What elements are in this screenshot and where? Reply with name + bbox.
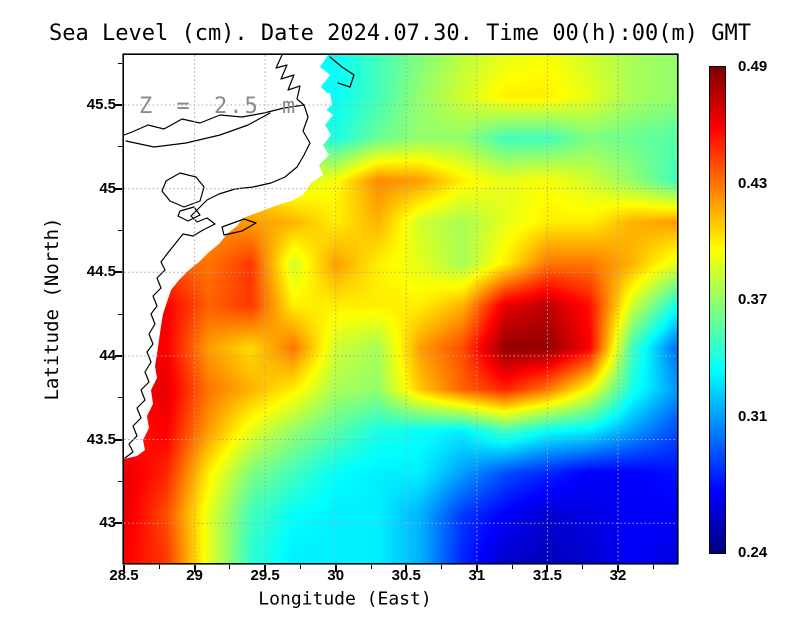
- x-tick: [193, 565, 196, 572]
- colorbar: [710, 67, 725, 553]
- coastline-delta-south: [124, 104, 311, 459]
- x-tick-label: 29: [186, 567, 203, 584]
- x-tick: [123, 565, 125, 572]
- coastline-north: [124, 55, 305, 136]
- plot-area: [124, 55, 677, 563]
- map-overlay: [124, 55, 677, 563]
- y-tick-label: 43: [99, 514, 116, 532]
- y-minor-tick: [118, 480, 122, 482]
- nodata-patch: [293, 93, 332, 115]
- chart-title: Sea Level (cm). Date 2024.07.30. Time 00…: [49, 21, 751, 46]
- colorbar-tick-label: 0.24: [738, 544, 768, 561]
- x-tick-label: 32: [609, 567, 627, 584]
- x-minor-tick: [229, 565, 231, 569]
- x-tick: [405, 565, 408, 572]
- graticule: [124, 55, 677, 563]
- y-tick: [115, 271, 122, 274]
- x-tick-label: 30.5: [391, 567, 421, 584]
- land-mask: [124, 55, 333, 459]
- x-tick-label: 31: [468, 567, 486, 584]
- x-minor-tick: [582, 565, 584, 569]
- y-tick: [115, 522, 122, 525]
- y-tick-label: 43.5: [86, 430, 116, 448]
- lagoon-spit-outline: [221, 218, 257, 236]
- x-tick-label: 30: [327, 567, 345, 584]
- y-tick: [115, 104, 122, 106]
- x-minor-tick: [511, 565, 513, 569]
- x-tick: [264, 565, 267, 572]
- colorbar-tick-label: 0.31: [738, 407, 768, 425]
- coastline-ne-fragment: [329, 56, 355, 88]
- y-minor-tick: [118, 229, 122, 231]
- x-minor-tick: [370, 565, 372, 569]
- x-tick: [334, 565, 337, 572]
- x-axis-label: Longitude (East): [258, 588, 432, 610]
- x-tick: [475, 565, 478, 572]
- y-tick-label: 44: [99, 346, 116, 364]
- x-minor-tick: [158, 565, 160, 569]
- depth-annotation: Z = 2.5 m: [139, 94, 298, 119]
- colorbar-tick-label: 0.49: [738, 58, 768, 75]
- x-tick-label: 31.5: [532, 567, 563, 584]
- y-tick-label: 44.5: [86, 263, 116, 281]
- y-tick: [115, 354, 122, 357]
- x-tick-label: 28.5: [109, 567, 139, 584]
- y-tick-label: 45: [99, 179, 116, 197]
- y-minor-tick: [118, 146, 122, 148]
- lake-outline-razim: [161, 172, 205, 208]
- y-minor-tick: [118, 62, 122, 64]
- lake-outline-small: [177, 206, 201, 222]
- colorbar-tick-label: 0.37: [738, 291, 768, 309]
- y-tick: [115, 438, 122, 441]
- y-tick-label: 45.5: [86, 96, 116, 113]
- colorbar-tick-label: 0.43: [738, 174, 768, 192]
- y-axis-label: Latitude (North): [41, 217, 63, 401]
- x-tick-label: 29.5: [250, 567, 280, 584]
- x-tick: [617, 565, 619, 572]
- y-minor-tick: [118, 313, 122, 315]
- x-minor-tick: [652, 565, 654, 569]
- danube-branch-line: [125, 112, 271, 148]
- x-minor-tick: [299, 565, 301, 569]
- x-tick: [546, 565, 549, 572]
- y-minor-tick: [118, 397, 122, 399]
- x-minor-tick: [441, 565, 443, 569]
- y-tick: [115, 187, 122, 190]
